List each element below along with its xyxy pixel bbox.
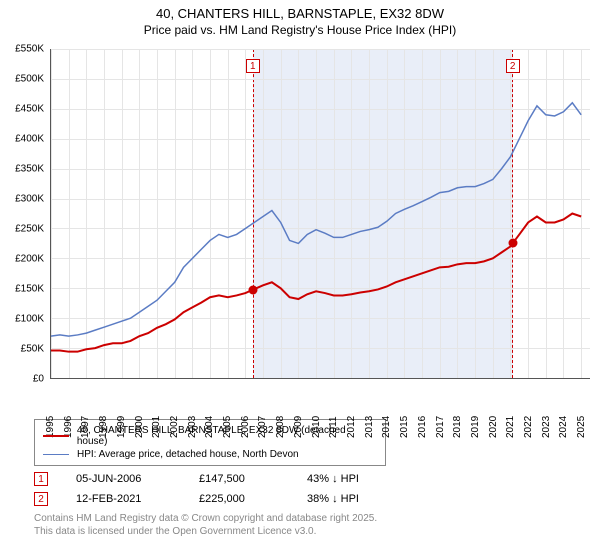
x-tick-label: 2014 [381,416,392,438]
y-tick-label: £0 [33,374,44,385]
y-tick-label: £300K [15,194,44,205]
x-tick-label: 2006 [240,416,251,438]
legend-swatch-hpi [43,454,69,455]
x-tick-label: 2019 [470,416,481,438]
event-row: 2 12-FEB-2021 £225,000 38% ↓ HPI [34,492,600,506]
event-date: 05-JUN-2006 [76,473,171,485]
x-tick-label: 2012 [346,416,357,438]
x-tick-label: 1997 [80,416,91,438]
footnote-line: Contains HM Land Registry data © Crown c… [34,512,600,525]
footnote-line: This data is licensed under the Open Gov… [34,525,600,538]
y-tick-label: £50K [21,344,44,355]
x-axis-labels: 1995199619971998199920002001200220032004… [50,381,590,419]
chart-title: 40, CHANTERS HILL, BARNSTAPLE, EX32 8DW [0,6,600,21]
events-table: 1 05-JUN-2006 £147,500 43% ↓ HPI 2 12-FEB-202… [34,472,600,506]
y-tick-label: £500K [15,74,44,85]
x-tick-label: 2007 [257,416,268,438]
x-tick-label: 2001 [151,416,162,438]
series-lines [51,49,590,378]
plot-area: 12 [50,49,590,379]
x-tick-label: 2025 [576,416,587,438]
event-badge: 1 [34,472,48,486]
event-delta: 43% ↓ HPI [307,473,359,485]
x-tick-label: 2024 [558,416,569,438]
series-hpi [51,103,581,336]
x-tick-label: 2017 [435,416,446,438]
event-date: 12-FEB-2021 [76,493,171,505]
x-tick-label: 2004 [204,416,215,438]
price-marker-1 [248,285,257,294]
x-tick-label: 2023 [541,416,552,438]
marker-badge-2: 2 [506,59,520,73]
y-tick-label: £100K [15,314,44,325]
legend-swatch-price-paid [43,435,69,437]
x-tick-label: 2010 [311,416,322,438]
x-tick-label: 2011 [328,416,339,438]
y-tick-label: £550K [15,44,44,55]
marker-badge-1: 1 [246,59,260,73]
y-tick-label: £150K [15,284,44,295]
event-delta: 38% ↓ HPI [307,493,359,505]
x-tick-label: 1998 [98,416,109,438]
x-tick-label: 2022 [523,416,534,438]
y-tick-label: £250K [15,224,44,235]
x-tick-label: 2008 [275,416,286,438]
x-tick-label: 2002 [169,416,180,438]
legend-label: HPI: Average price, detached house, Nort… [77,449,299,460]
series-price_paid [51,214,581,352]
x-tick-label: 2020 [488,416,499,438]
x-tick-label: 2009 [293,416,304,438]
chart: £0 £50K £100K £150K £200K £250K £300K £350K £400… [0,39,600,419]
x-tick-label: 2015 [399,416,410,438]
y-axis-labels: £0£50K£100K£150K£200K£250K£300K£350K£400… [0,49,48,379]
price-marker-2 [508,239,517,248]
x-tick-label: 2000 [134,416,145,438]
x-tick-label: 2013 [364,416,375,438]
x-tick-label: 2003 [187,416,198,438]
event-row: 1 05-JUN-2006 £147,500 43% ↓ HPI [34,472,600,486]
x-tick-label: 2018 [452,416,463,438]
x-tick-label: 1999 [116,416,127,438]
legend-item-hpi: HPI: Average price, detached house, Nort… [43,448,377,461]
x-tick-label: 2005 [222,416,233,438]
y-tick-label: £450K [15,104,44,115]
x-tick-label: 2016 [417,416,428,438]
y-tick-label: £350K [15,164,44,175]
event-price: £225,000 [199,493,279,505]
chart-subtitle: Price paid vs. HM Land Registry's House … [0,23,600,37]
footnote: Contains HM Land Registry data © Crown c… [34,512,600,538]
x-tick-label: 2021 [505,416,516,438]
event-price: £147,500 [199,473,279,485]
event-badge: 2 [34,492,48,506]
y-tick-label: £400K [15,134,44,145]
y-tick-label: £200K [15,254,44,265]
